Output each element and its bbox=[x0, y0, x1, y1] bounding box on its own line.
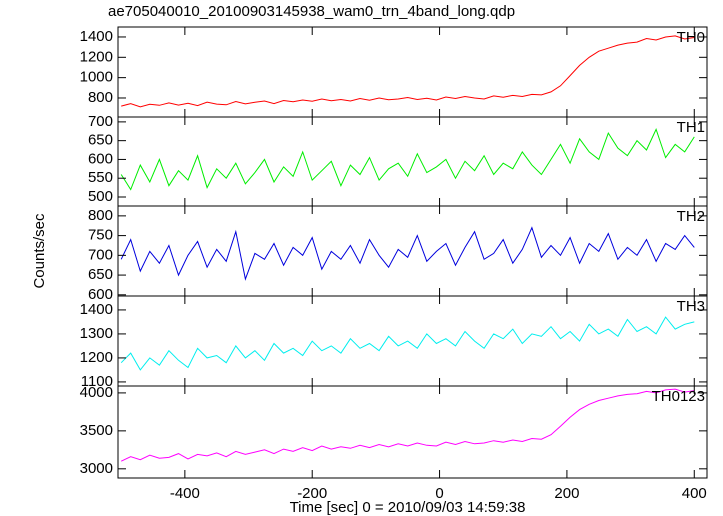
panel-frame bbox=[117, 116, 708, 207]
series-label: TH3 bbox=[677, 298, 705, 315]
panel-frame bbox=[117, 26, 708, 118]
y-tick-label: 500 bbox=[88, 188, 113, 205]
y-tick-label: 3500 bbox=[80, 422, 113, 439]
x-tick-label: 400 bbox=[682, 485, 707, 502]
series-line bbox=[121, 35, 695, 108]
y-tick-label: 800 bbox=[88, 207, 113, 224]
y-tick-label: 1300 bbox=[80, 325, 113, 342]
series-label: TH0 bbox=[677, 29, 705, 46]
x-tick-label: 0 bbox=[435, 485, 443, 502]
y-axis-label: Counts/sec bbox=[31, 213, 48, 289]
y-tick-label: 1400 bbox=[80, 301, 113, 318]
panel-frame bbox=[117, 295, 708, 387]
y-tick-label: 1200 bbox=[80, 349, 113, 366]
y-tick-label: 800 bbox=[88, 89, 113, 106]
series-label: TH2 bbox=[677, 208, 705, 225]
y-tick-label: 4000 bbox=[80, 384, 113, 401]
series-line bbox=[120, 316, 695, 371]
y-tick-label: 700 bbox=[88, 246, 113, 263]
series-line bbox=[120, 388, 695, 462]
series-label: TH1 bbox=[677, 119, 705, 136]
x-axis-label: Time [sec] 0 = 2010/09/03 14:59:38 bbox=[290, 499, 526, 516]
series-line bbox=[120, 226, 695, 281]
y-tick-label: 650 bbox=[88, 132, 113, 149]
y-tick-label: 750 bbox=[88, 227, 113, 244]
y-tick-label: 700 bbox=[88, 113, 113, 130]
x-tick-label: 200 bbox=[554, 485, 579, 502]
series-label: TH0123 bbox=[652, 388, 705, 405]
x-tick-label: -200 bbox=[297, 485, 327, 502]
y-tick-label: 650 bbox=[88, 266, 113, 283]
y-tick-label: 1000 bbox=[80, 69, 113, 86]
series-line bbox=[120, 128, 695, 191]
y-tick-label: 600 bbox=[88, 286, 113, 303]
chart-title: ae705040010_20100903145938_wam0_trn_4ban… bbox=[108, 3, 515, 20]
y-tick-label: 600 bbox=[88, 150, 113, 167]
y-tick-label: 1100 bbox=[81, 373, 113, 390]
panel-frame bbox=[117, 205, 708, 297]
panel-frame bbox=[117, 385, 708, 479]
y-tick-label: 550 bbox=[88, 169, 113, 186]
y-tick-label: 3000 bbox=[80, 460, 113, 477]
y-tick-label: 1200 bbox=[80, 48, 113, 65]
x-tick-label: -400 bbox=[170, 485, 200, 502]
y-tick-label: 1400 bbox=[80, 28, 113, 45]
